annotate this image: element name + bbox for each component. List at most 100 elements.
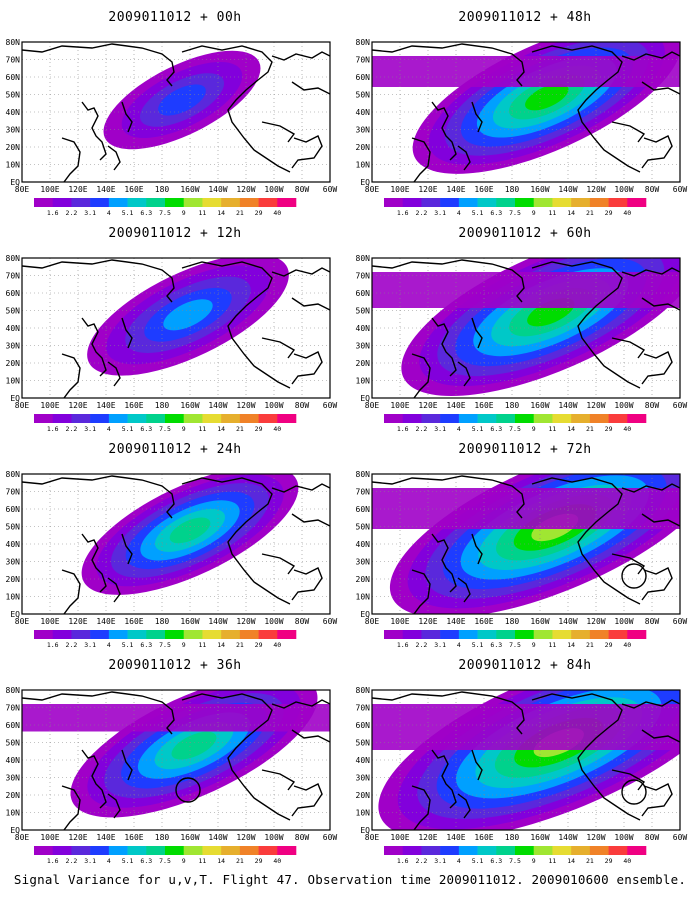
lat-label: 80N <box>6 686 21 695</box>
colorbar-label: 6.3 <box>490 641 502 649</box>
lon-label: 120E <box>418 401 437 410</box>
variance-band <box>372 272 680 308</box>
lon-label: 160E <box>124 185 143 194</box>
lat-label: EQ <box>360 610 370 619</box>
colorbar-swatch <box>608 198 628 207</box>
colorbar-label: 3.1 <box>84 641 96 649</box>
colorbar-label: 40 <box>273 209 281 217</box>
lat-label: 80N <box>6 470 21 479</box>
colorbar-swatch <box>458 846 478 855</box>
colorbar-label: 4 <box>457 857 461 865</box>
colorbar-swatch <box>277 846 297 855</box>
colorbar-swatch <box>440 414 460 423</box>
coastline <box>431 749 457 809</box>
coastline <box>457 361 471 387</box>
colorbar-swatch <box>458 630 478 639</box>
colorbar-swatch <box>277 630 297 639</box>
colorbar-label: 14 <box>217 641 225 649</box>
coastline <box>457 577 471 603</box>
coastline <box>22 691 175 735</box>
coastline <box>457 145 471 171</box>
colorbar-label: 9 <box>182 425 186 433</box>
variance-contour <box>525 83 569 111</box>
colorbar-swatch <box>627 846 647 855</box>
colorbar-swatch <box>440 846 460 855</box>
lon-label: 60W <box>673 185 688 194</box>
lat-label: 80N <box>6 254 21 263</box>
colorbar-label: 3.1 <box>84 857 96 865</box>
coastline <box>271 483 330 493</box>
colorbar-label: 40 <box>273 857 281 865</box>
colorbar-label: 6.3 <box>140 857 152 865</box>
colorbar-swatch <box>71 630 91 639</box>
lon-label: 60W <box>323 401 338 410</box>
coastline <box>22 475 175 519</box>
lat-label: 30N <box>6 342 21 351</box>
coastline <box>181 261 291 389</box>
lat-label: 10N <box>6 377 21 386</box>
lon-label: 120W <box>586 185 605 194</box>
lon-label: 160W <box>180 833 199 842</box>
lat-label: EQ <box>360 826 370 835</box>
coastline <box>271 267 330 277</box>
colorbar-swatch <box>552 414 572 423</box>
lat-label: EQ <box>10 178 20 187</box>
colorbar-swatch <box>477 630 497 639</box>
coastline <box>457 793 471 819</box>
lat-label: 40N <box>6 108 21 117</box>
colorbar-swatch <box>608 414 628 423</box>
lat-label: 60N <box>6 73 21 82</box>
coastline <box>411 353 431 398</box>
observation-circle <box>175 777 201 803</box>
colorbar-label: 40 <box>273 641 281 649</box>
lon-label: 100W <box>614 617 633 626</box>
lat-label: 60N <box>6 505 21 514</box>
lon-label: 80W <box>295 401 310 410</box>
lon-label: 160E <box>474 401 493 410</box>
lon-label: 160W <box>530 401 549 410</box>
colorbar-swatch <box>458 414 478 423</box>
colorbar-swatch <box>421 414 441 423</box>
colorbar-swatch <box>34 846 54 855</box>
coastline <box>531 693 641 821</box>
lat-label: 30N <box>356 558 371 567</box>
colorbar-swatch <box>402 846 422 855</box>
lon-label: 80E <box>15 617 30 626</box>
lon-label: 100E <box>40 185 59 194</box>
colorbar-label: 1.6 <box>47 857 59 865</box>
colorbar-swatch <box>165 198 185 207</box>
colorbar-swatch <box>221 630 241 639</box>
lon-label: 120E <box>68 185 87 194</box>
colorbar-label: 6.3 <box>140 209 152 217</box>
lon-label: 60W <box>323 185 338 194</box>
coastline <box>181 45 291 173</box>
colorbar-label: 5.1 <box>122 425 134 433</box>
colorbar-label: 29 <box>255 209 263 217</box>
colorbar-swatch <box>571 414 591 423</box>
lat-label: 70N <box>356 488 371 497</box>
colorbar-swatch <box>52 414 72 423</box>
colorbar-label: 21 <box>236 641 244 649</box>
coastline <box>81 317 107 377</box>
colorbar-swatch <box>34 414 54 423</box>
coastline <box>107 361 121 387</box>
variance-contour <box>171 731 217 760</box>
colorbar-swatch <box>258 630 278 639</box>
colorbar-label: 21 <box>236 857 244 865</box>
lon-label: 120W <box>236 401 255 410</box>
colorbar-swatch <box>440 630 460 639</box>
lon-label: 100E <box>40 833 59 842</box>
lat-label: 50N <box>6 307 21 316</box>
colorbar-label: 4 <box>457 209 461 217</box>
map-panel: 2009011012 + 00h 80N 70N 60N 50N 40N 30N 20N 10N… <box>0 0 350 225</box>
lat-label: 80N <box>356 254 371 263</box>
lon-label: 80W <box>645 833 660 842</box>
coastline <box>81 101 107 161</box>
lat-label: 20N <box>356 575 371 584</box>
colorbar-label: 11 <box>199 209 207 217</box>
lat-label: 30N <box>6 126 21 135</box>
colorbar-label: 7.5 <box>509 425 521 433</box>
